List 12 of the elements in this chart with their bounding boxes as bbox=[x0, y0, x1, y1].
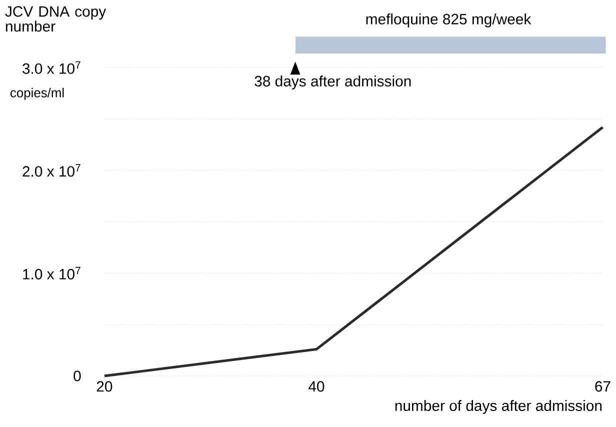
y-axis-title: JCV DNA copy number bbox=[5, 6, 106, 32]
y-tick-label: 1.0 x 10$^{7}$ bbox=[23, 267, 80, 280]
text: mefloquine 825 mg/week bbox=[366, 14, 532, 28]
x-tick-label: 20 bbox=[96, 381, 112, 392]
y-tick-label: 2.0 x 10$^{7}$ bbox=[22, 164, 80, 177]
text: copies/ml bbox=[10, 88, 64, 100]
annotation: 38 days after admission bbox=[254, 76, 411, 90]
y-tick-label: 0 bbox=[74, 370, 81, 382]
y-tick-label: 3.0 x 10$^{7}$ bbox=[22, 62, 80, 74]
x-tick-label: 40 bbox=[308, 381, 324, 392]
x-tick-label: 67 bbox=[595, 381, 610, 392]
x-axis-title: number of days after admission bbox=[395, 400, 602, 414]
